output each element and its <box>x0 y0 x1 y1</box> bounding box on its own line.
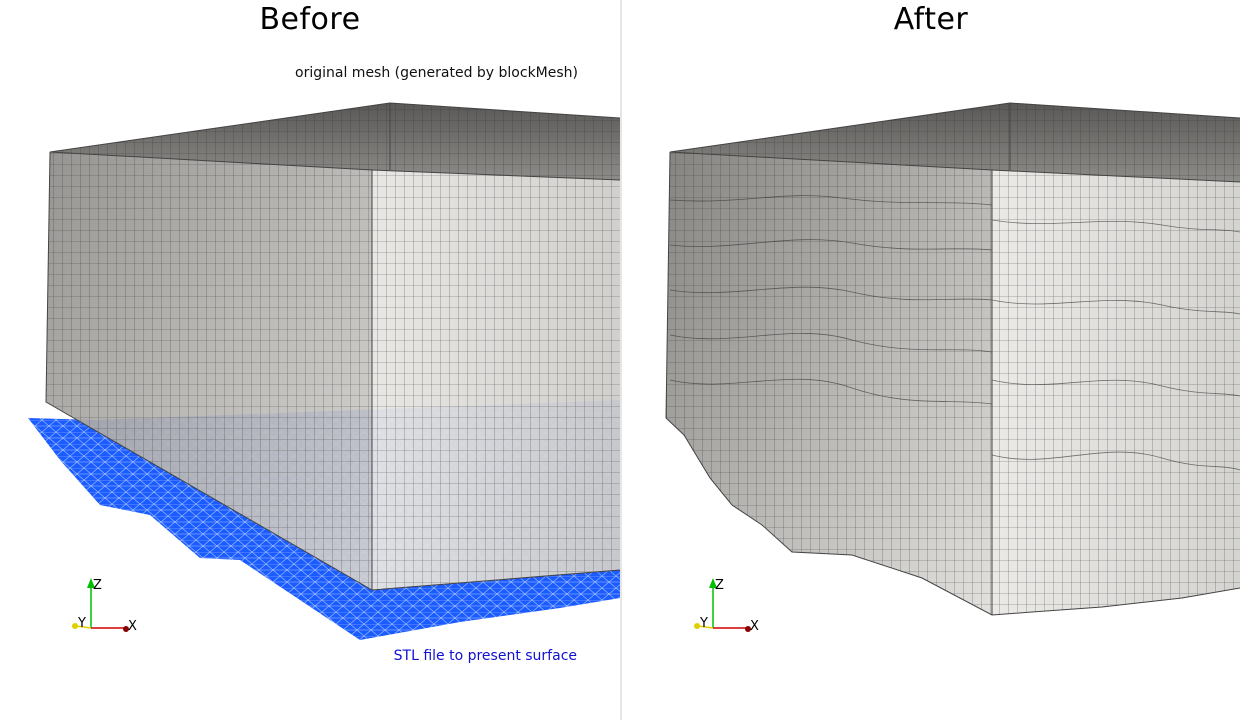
viewport-before[interactable]: Before original mesh (generated by block… <box>0 0 620 720</box>
annotation-original-mesh: original mesh (generated by blockMesh) <box>295 65 578 81</box>
mesh-view-after[interactable] <box>622 0 1240 720</box>
mesh-view-before[interactable] <box>0 0 620 720</box>
panel-divider <box>620 0 622 720</box>
panel-title-before: Before <box>259 2 361 37</box>
axis-label-y: Y <box>699 616 708 631</box>
annotation-stl-surface: STL file to present surface <box>393 648 577 664</box>
axes-orientation-after: Z X Y <box>694 578 759 634</box>
axes-orientation-before: Z X Y <box>72 578 137 634</box>
viewport-after[interactable]: After <box>622 0 1240 720</box>
axis-label-x: X <box>750 619 759 634</box>
axis-label-y: Y <box>77 616 86 631</box>
axis-label-z: Z <box>93 578 102 593</box>
axis-label-x: X <box>128 619 137 634</box>
panel-title-after: After <box>893 2 969 37</box>
axis-label-z: Z <box>715 578 724 593</box>
